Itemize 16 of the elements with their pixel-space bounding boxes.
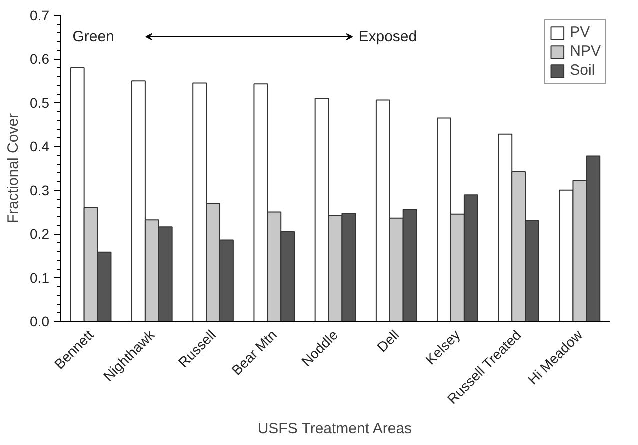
x-tick-label: Dell [374, 326, 402, 356]
y-tick-label: 0.7 [30, 8, 50, 24]
annotation: Exposed [358, 28, 418, 46]
y-tick-label: 0.5 [30, 94, 50, 111]
y-tick-label: 0.0 [30, 314, 50, 330]
legend-label: PV [570, 24, 590, 41]
annotation: Green [72, 28, 114, 46]
x-axis-title: USFS Treatment Areas [258, 420, 412, 438]
y-tick-label: 0.1 [30, 270, 50, 286]
y-tick-label: 0.4 [30, 138, 50, 155]
legend-label: NPV [570, 43, 601, 60]
y-tick-label: 0.6 [30, 51, 50, 68]
y-tick-label: 0.2 [30, 226, 50, 242]
legend-label: Soil [570, 62, 596, 79]
y-axis-title: Fractional Cover [5, 113, 22, 224]
y-tick-label: 0.3 [30, 182, 50, 198]
